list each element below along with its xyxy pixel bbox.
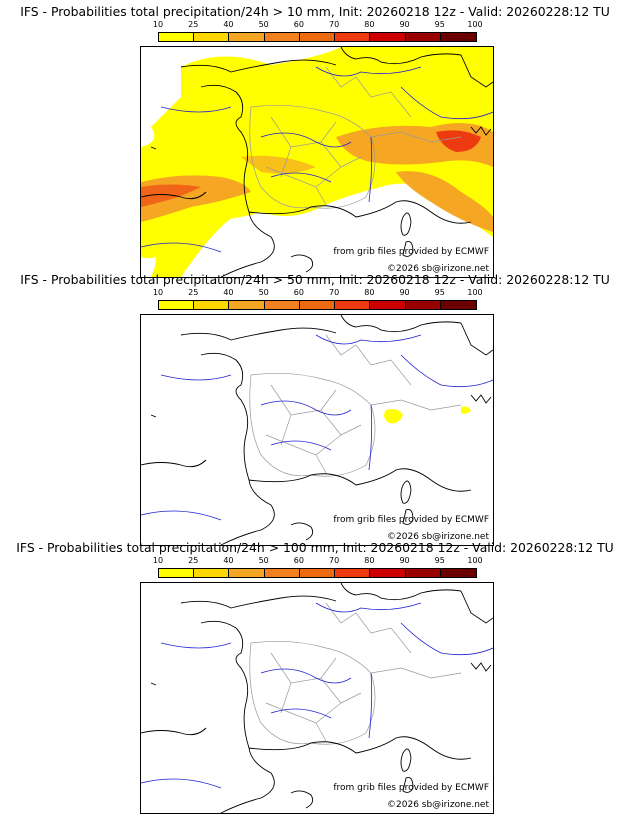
- colorbar-tick-label: 60: [293, 556, 304, 565]
- colorbar-segment: [335, 301, 371, 309]
- colorbar-segment: [194, 33, 230, 41]
- panel-title: IFS - Probabilities total precipitation/…: [16, 540, 614, 555]
- colorbar-segment: [440, 301, 476, 309]
- forecast-panel: IFS - Probabilities total precipitation/…: [0, 268, 630, 546]
- colorbar-tick-label: 25: [188, 20, 199, 29]
- colorbar-segment: [159, 569, 195, 577]
- rivers: [141, 602, 493, 789]
- precipitation-field: [141, 47, 493, 277]
- colorbar-segment: [299, 569, 336, 577]
- coastlines: [141, 583, 493, 813]
- precipitation-field: [384, 406, 471, 424]
- colorbar-segment: [264, 33, 300, 41]
- copyright-credit: ©2026 sb@irizone.net: [387, 264, 489, 274]
- colorbar-tick-label: 10: [152, 288, 164, 297]
- colorbar-tick-label: 100: [467, 556, 483, 565]
- data-source-credit: from grib files provided by ECMWF: [333, 247, 489, 257]
- colorbar-tick-label: 50: [258, 556, 269, 565]
- colorbar-segment: [370, 569, 406, 577]
- precipitation-map: from grib files provided by ECMWF ©2026 s…: [140, 582, 494, 814]
- colorbar: [158, 32, 477, 42]
- colorbar-tick-label: 80: [364, 20, 375, 29]
- colorbar-tick-label: 40: [223, 288, 234, 297]
- colorbar-tick-label: 10: [152, 20, 164, 29]
- colorbar-segment: [335, 33, 371, 41]
- colorbar-tick-label: 90: [399, 556, 410, 565]
- colorbar-segment: [405, 301, 441, 309]
- colorbar-segment: [440, 33, 476, 41]
- colorbar-tick-label: 25: [188, 288, 199, 297]
- colorbar-segment: [264, 301, 300, 309]
- colorbar-tick-label: 90: [399, 20, 410, 29]
- colorbar-segment: [159, 33, 195, 41]
- colorbar-segment: [194, 301, 230, 309]
- colorbar-tick-label: 95: [434, 556, 445, 565]
- colorbar-tick-label: 95: [434, 20, 445, 29]
- region-borders: [249, 334, 462, 477]
- rivers: [141, 66, 493, 253]
- colorbar-tick-label: 25: [188, 556, 199, 565]
- colorbar-tick-label: 100: [467, 20, 483, 29]
- precipitation-map: from grib files provided by ECMWF ©2026 s…: [140, 314, 494, 546]
- copyright-credit: ©2026 sb@irizone.net: [387, 532, 489, 542]
- panel-title: IFS - Probabilities total precipitation/…: [20, 4, 610, 19]
- coastlines: [141, 315, 493, 545]
- colorbar-segment: [159, 301, 195, 309]
- colorbar-tick-label: 10: [152, 556, 164, 565]
- colorbar-tick-label: 40: [223, 556, 234, 565]
- forecast-panel: IFS - Probabilities total precipitation/…: [0, 536, 630, 814]
- data-source-credit: from grib files provided by ECMWF: [333, 783, 489, 793]
- colorbar-tick-label: 40: [223, 20, 234, 29]
- colorbar-tick-label: 50: [258, 288, 269, 297]
- coastlines: [141, 47, 493, 277]
- colorbar-segment: [440, 569, 476, 577]
- colorbar-tick-label: 100: [467, 288, 483, 297]
- colorbar-tick-labels: 10 25 40 50 60 70 80 90 95 100: [153, 288, 483, 297]
- colorbar-tick-label: 70: [329, 556, 340, 565]
- data-source-credit: from grib files provided by ECMWF: [333, 515, 489, 525]
- colorbar-tick-label: 70: [329, 20, 340, 29]
- colorbar-segment: [405, 33, 441, 41]
- colorbar-segment: [405, 569, 441, 577]
- region-borders: [249, 66, 462, 209]
- colorbar-segment: [299, 301, 336, 309]
- rivers: [141, 334, 493, 521]
- colorbar-tick-label: 60: [293, 20, 304, 29]
- colorbar-tick-labels: 10 25 40 50 60 70 80 90 95 100: [153, 556, 483, 565]
- colorbar: [158, 568, 477, 578]
- precipitation-map: from grib files provided by ECMWF ©2026 s…: [140, 46, 494, 278]
- colorbar-segment: [194, 569, 230, 577]
- colorbar-segment: [229, 569, 265, 577]
- colorbar-segment: [370, 301, 406, 309]
- colorbar-tick-label: 60: [293, 288, 304, 297]
- forecast-panel: IFS - Probabilities total precipitation/…: [0, 0, 630, 278]
- colorbar-segment: [229, 33, 265, 41]
- colorbar-segment: [335, 569, 371, 577]
- colorbar-segment: [370, 33, 406, 41]
- colorbar-tick-label: 80: [364, 288, 375, 297]
- colorbar-tick-label: 90: [399, 288, 410, 297]
- copyright-credit: ©2026 sb@irizone.net: [387, 800, 489, 810]
- panel-title: IFS - Probabilities total precipitation/…: [20, 272, 610, 287]
- colorbar-tick-label: 50: [258, 20, 269, 29]
- colorbar-segment: [299, 33, 336, 41]
- colorbar-segment: [229, 301, 265, 309]
- colorbar-tick-label: 70: [329, 288, 340, 297]
- colorbar-tick-label: 95: [434, 288, 445, 297]
- colorbar: [158, 300, 477, 310]
- colorbar-tick-label: 80: [364, 556, 375, 565]
- region-borders: [249, 602, 462, 745]
- colorbar-segment: [264, 569, 300, 577]
- colorbar-tick-labels: 10 25 40 50 60 70 80 90 95 100: [153, 20, 483, 29]
